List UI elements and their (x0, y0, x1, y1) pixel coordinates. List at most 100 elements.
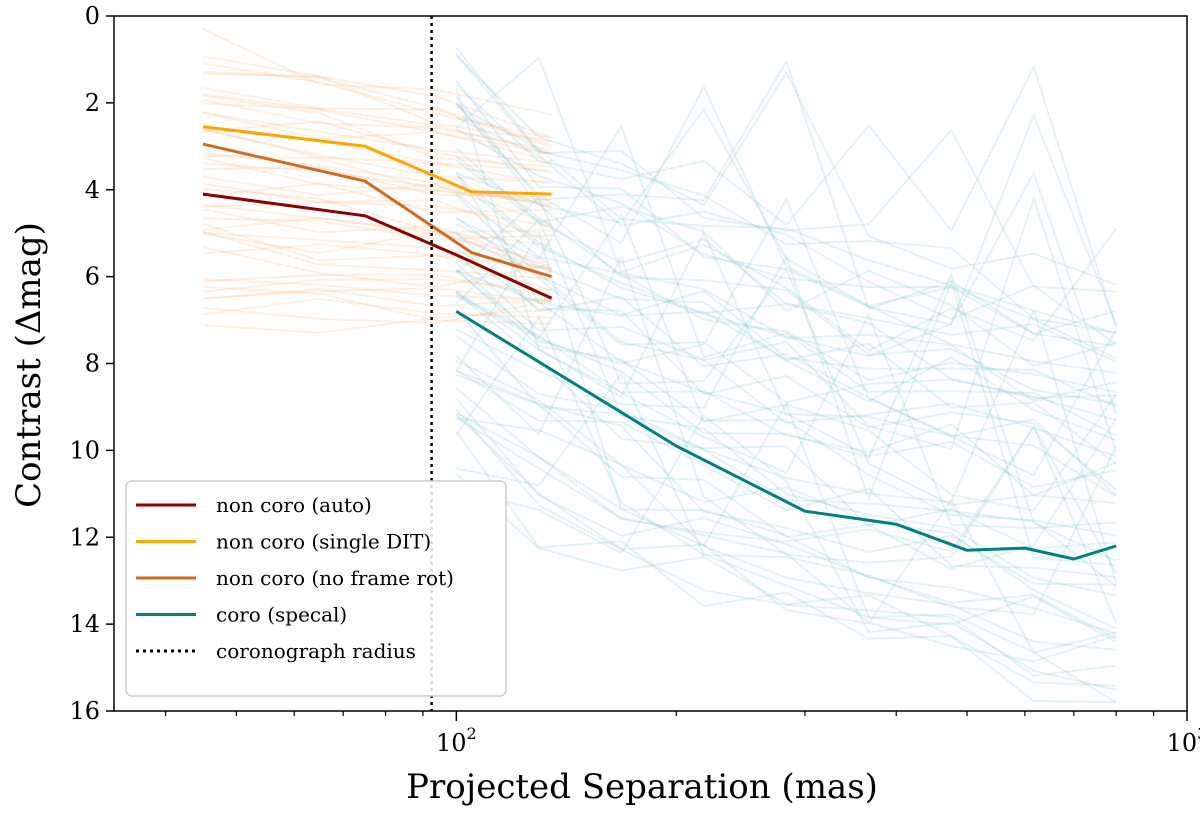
y-tick-label: 14 (69, 610, 100, 638)
background-curve (455, 123, 1117, 437)
axis-ticks: 0 2 4 6 8 10 12 14 16 102 103 (69, 2, 1200, 757)
background-curve (455, 54, 1117, 286)
background-curve (455, 197, 1117, 498)
y-tick-label: 4 (85, 176, 100, 204)
background-curve (455, 359, 1117, 630)
y-tick-label: 6 (85, 263, 100, 291)
background-curve (202, 287, 552, 308)
background-curve (455, 195, 1118, 453)
background-curve (455, 293, 1117, 497)
background-curve (455, 218, 1117, 597)
background-curve (202, 278, 552, 293)
background-curve (455, 79, 1118, 326)
legend: non coro (auto) non coro (single DIT) non … (125, 480, 507, 697)
background-curve (455, 307, 1118, 584)
background-curve (202, 28, 552, 116)
background-curve (455, 64, 1118, 328)
legend-box (125, 480, 507, 697)
background-curve (202, 93, 552, 155)
background-curve (202, 245, 552, 289)
legend-label: coronograph radius (216, 639, 416, 663)
background-curve (202, 72, 552, 143)
background-curve (455, 56, 1118, 352)
background-curve (202, 273, 552, 298)
series-line (202, 192, 553, 300)
background-curve (455, 155, 1117, 393)
background-curve (455, 171, 1117, 465)
background-curve (455, 178, 1117, 400)
background-curve (455, 414, 1117, 654)
background-curve (455, 212, 1118, 512)
background-curve (455, 84, 1117, 348)
background-curve (202, 217, 552, 241)
background-curve (455, 53, 1117, 293)
background-curve (455, 192, 1117, 402)
background-curve (202, 223, 552, 270)
background-curve (455, 147, 1117, 368)
background-curve (202, 285, 552, 325)
background-curve (455, 172, 1117, 405)
background-curve (455, 105, 1117, 334)
legend-label: coro (specal) (216, 603, 347, 627)
background-curve (455, 308, 1117, 588)
background-curve (202, 102, 552, 155)
background-curve (455, 246, 1117, 491)
background-curve (202, 128, 552, 183)
background-curve (455, 101, 1117, 374)
background-curve (456, 371, 1117, 704)
background-curve (455, 369, 1117, 579)
x-tick-label: 103 (1167, 724, 1200, 757)
background-curve (455, 231, 1117, 497)
background-curve (202, 94, 552, 168)
background-curve (202, 62, 552, 140)
background-curve (455, 170, 1118, 415)
background-curve (202, 203, 552, 247)
background-curve (202, 299, 552, 325)
background-curve (202, 151, 552, 208)
background-curve (455, 408, 1117, 677)
background-curve (202, 182, 552, 243)
background-curve (455, 269, 1117, 489)
y-tick-label: 8 (85, 350, 100, 378)
background-curve (455, 47, 1117, 334)
legend-label: non coro (no frame rot) (216, 566, 454, 590)
background-curve (202, 188, 552, 234)
background-curve (202, 297, 552, 319)
background-curve (202, 127, 552, 172)
background-curve (455, 216, 1117, 422)
background-curve (202, 308, 552, 334)
background-curve (455, 369, 1117, 586)
background-curve (202, 166, 552, 197)
background-curve (202, 70, 552, 147)
background-curve (202, 111, 552, 164)
x-tick-label: 102 (436, 724, 477, 757)
background-curve (455, 87, 1118, 477)
background-curve (455, 397, 1117, 640)
background-curve (202, 98, 552, 151)
background-curve (455, 252, 1117, 458)
y-tick-label: 12 (69, 523, 100, 551)
background-curve (455, 373, 1118, 570)
background-curve (456, 414, 1117, 691)
background-curve (202, 86, 552, 149)
series-group (202, 125, 1117, 561)
background-curve (202, 278, 552, 302)
background-curve (202, 182, 552, 214)
background-curve (455, 387, 1117, 643)
background-curve (455, 472, 1117, 687)
background-curve (202, 287, 552, 304)
background-curve (202, 208, 552, 269)
background-curve (202, 55, 552, 139)
background-curve (455, 230, 1117, 635)
background-curve (202, 162, 552, 207)
x-axis-title: Projected Separation (mas) (406, 767, 878, 807)
background-curve (456, 417, 1117, 651)
series-line (202, 142, 553, 279)
background-curve (455, 159, 1117, 363)
series-line (202, 125, 552, 196)
y-tick-label: 2 (85, 89, 100, 117)
background-curve (455, 271, 1117, 562)
background-curves (202, 28, 1118, 704)
background-curve (202, 201, 552, 228)
